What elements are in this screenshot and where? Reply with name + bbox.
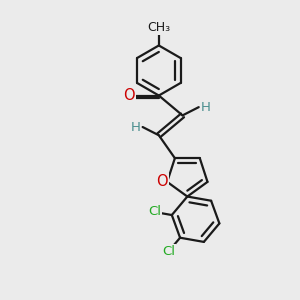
Text: Cl: Cl [162, 245, 175, 258]
Text: O: O [124, 88, 135, 103]
Text: H: H [130, 121, 140, 134]
Text: Cl: Cl [148, 206, 161, 218]
Text: H: H [201, 101, 211, 114]
Text: O: O [156, 174, 168, 189]
Text: CH₃: CH₃ [147, 21, 170, 34]
